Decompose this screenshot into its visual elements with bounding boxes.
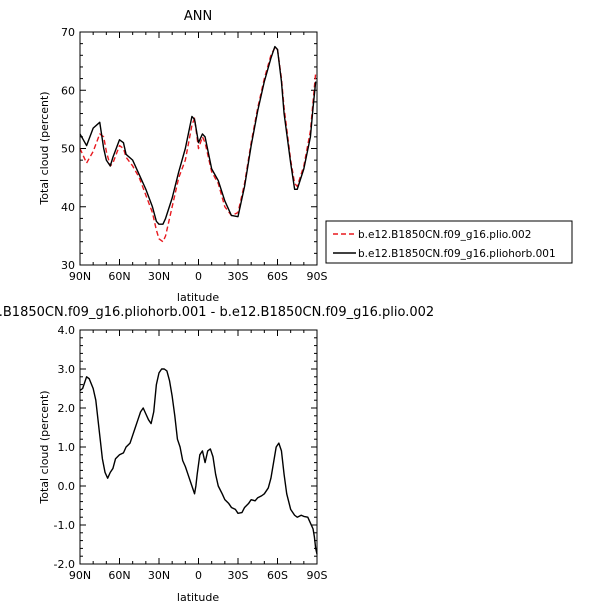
bottom-x-tick-label: 90N — [69, 569, 91, 582]
top-y-tick-label: 50 — [61, 143, 75, 156]
top-x-tick-label: 30N — [148, 270, 170, 283]
bottom-y-tick-label: 3.0 — [58, 363, 76, 376]
top-x-tick-label: 90S — [307, 270, 328, 283]
bottom-series-line-0 — [79, 368, 318, 555]
top-plot-frame — [79, 31, 318, 266]
top-x-tick-label: 60S — [267, 270, 288, 283]
bottom-x-tick-labels: 90N 60N 30N 0 30S 60S 90S — [69, 569, 328, 582]
bottom-x-tick-label: 30N — [148, 569, 170, 582]
top-x-tick-label: 30S — [228, 270, 249, 283]
bottom-y-tick-label: -1.0 — [54, 519, 75, 532]
top-y-axis-label: Total cloud (percent) — [38, 91, 51, 205]
top-y-tick-label: 40 — [61, 201, 75, 214]
bottom-x-tick-label: 0 — [195, 569, 202, 582]
top-y-tick-label: 70 — [61, 26, 75, 39]
top-x-axis-label: latitude — [177, 291, 219, 304]
legend-entry-plio: b.e12.B1850CN.f09_g16.plio.002 — [358, 229, 531, 241]
top-x-tick-label: 90N — [69, 270, 91, 283]
legend-box — [325, 220, 573, 264]
bottom-y-tick-labels: -2.0 -1.0 0.0 1.0 2.0 3.0 4.0 — [54, 324, 75, 571]
top-panel: ANN 90N 60N 30N 0 30S 60S 90S 30 40 50 60 70 latit… — [38, 9, 328, 304]
bottom-y-tick-label: -2.0 — [54, 558, 75, 571]
bottom-series-lines — [79, 368, 318, 555]
bottom-x-tick-label: 60N — [108, 569, 130, 582]
bottom-y-axis-label: Total cloud (percent) — [38, 390, 51, 504]
top-y-tick-label: 30 — [61, 259, 75, 272]
bottom-y-tick-label: 1.0 — [58, 441, 76, 454]
top-x-tick-label: 60N — [108, 270, 130, 283]
top-y-tick-labels: 30 40 50 60 70 — [61, 26, 75, 272]
top-chart-title: ANN — [184, 9, 212, 24]
top-series-line-1 — [79, 45, 317, 225]
bottom-y-tick-label: 2.0 — [58, 402, 76, 415]
bottom-y-tick-label: 4.0 — [58, 324, 76, 337]
bottom-x-tick-label: 60S — [267, 569, 288, 582]
bottom-x-axis-label: latitude — [177, 591, 219, 604]
bottom-x-tick-label: 30S — [228, 569, 249, 582]
bottom-plot-frame — [79, 329, 318, 565]
top-y-tick-label: 60 — [61, 84, 75, 97]
top-x-tick-label: 0 — [195, 270, 202, 283]
top-x-tick-labels: 90N 60N 30N 0 30S 60S 90S — [69, 270, 328, 283]
bottom-x-tick-label: 90S — [307, 569, 328, 582]
legend-entry-pliohorb: b.e12.B1850CN.f09_g16.pliohorb.001 — [358, 248, 556, 260]
top-series-lines — [79, 45, 317, 243]
bottom-y-tick-label: 0.0 — [58, 480, 76, 493]
bottom-ticks — [79, 329, 318, 565]
legend: b.e12.B1850CN.f09_g16.plio.002 b.e12.B18… — [325, 220, 573, 264]
bottom-chart-title: b.e12.B1850CN.f09_g16.pliohorb.001 - b.e… — [0, 305, 434, 320]
bottom-panel: b.e12.B1850CN.f09_g16.pliohorb.001 - b.e… — [0, 305, 434, 604]
